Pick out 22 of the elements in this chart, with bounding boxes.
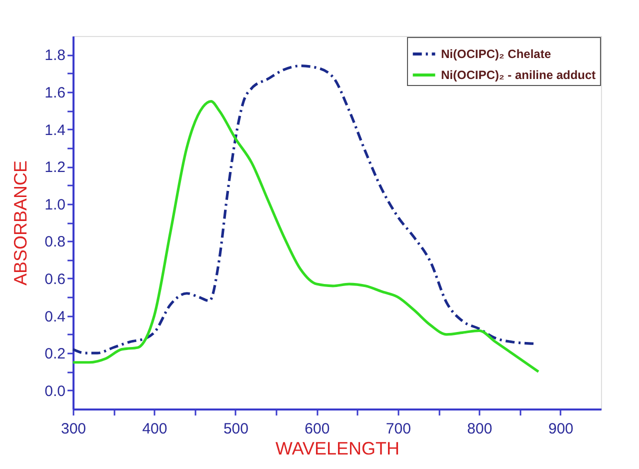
y-tick-label: 0.2 [44, 346, 66, 363]
x-tick-label: 600 [304, 420, 330, 438]
y-tick-label: 0.8 [44, 234, 66, 251]
y-tick-label: 1.2 [44, 159, 66, 176]
legend-label: Ni(OCIPC)₂ - aniline adduct [441, 68, 596, 82]
x-axis-title: WAVELENGTH [275, 438, 400, 458]
x-tick-label: 300 [60, 420, 86, 438]
y-tick-label: 1.8 [44, 47, 66, 64]
x-tick-label: 400 [142, 420, 168, 438]
line-series [72, 100, 540, 373]
x-tick-label: 800 [467, 420, 492, 438]
y-tick-label: 1.6 [44, 84, 66, 102]
y-tick-label: 1.0 [44, 196, 66, 214]
legend-label: Ni(OCIPC)₂ Chelate [441, 47, 552, 61]
y-axis-title: ABSORBANCE [10, 160, 31, 286]
y-tick-label: 1.4 [44, 122, 66, 139]
x-tick-label: 700 [386, 420, 411, 438]
y-tick-label: 0.4 [44, 308, 66, 326]
x-tick-label: 900 [548, 420, 574, 438]
y-tick-label: 0.6 [44, 270, 66, 288]
text: 0.0 [44, 382, 66, 400]
x-tick-label: 500 [223, 420, 248, 438]
